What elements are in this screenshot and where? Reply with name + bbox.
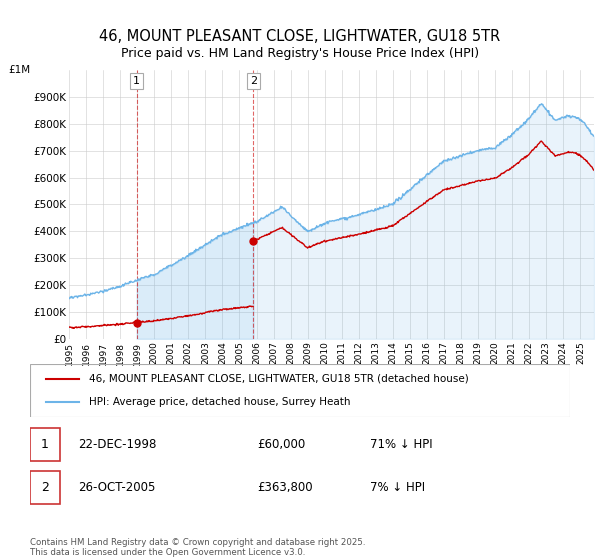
Text: 2: 2 [250, 76, 257, 86]
Text: 1: 1 [133, 76, 140, 86]
Text: 2: 2 [41, 482, 49, 494]
Text: 22-DEC-1998: 22-DEC-1998 [79, 438, 157, 451]
Bar [30, 472, 60, 505]
Text: 71% ↓ HPI: 71% ↓ HPI [370, 438, 433, 451]
Text: 46, MOUNT PLEASANT CLOSE, LIGHTWATER, GU18 5TR (detached house): 46, MOUNT PLEASANT CLOSE, LIGHTWATER, GU… [89, 374, 469, 384]
Text: £60,000: £60,000 [257, 438, 305, 451]
Bar [30, 428, 60, 461]
Text: 1: 1 [41, 438, 49, 451]
Text: Price paid vs. HM Land Registry's House Price Index (HPI): Price paid vs. HM Land Registry's House … [121, 46, 479, 60]
Text: 46, MOUNT PLEASANT CLOSE, LIGHTWATER, GU18 5TR: 46, MOUNT PLEASANT CLOSE, LIGHTWATER, GU… [100, 29, 500, 44]
Text: £363,800: £363,800 [257, 482, 313, 494]
Text: HPI: Average price, detached house, Surrey Heath: HPI: Average price, detached house, Surr… [89, 397, 351, 407]
Text: 26-OCT-2005: 26-OCT-2005 [79, 482, 156, 494]
Text: Contains HM Land Registry data © Crown copyright and database right 2025.
This d: Contains HM Land Registry data © Crown c… [30, 538, 365, 557]
Text: £1M: £1M [8, 65, 31, 75]
Text: 7% ↓ HPI: 7% ↓ HPI [370, 482, 425, 494]
